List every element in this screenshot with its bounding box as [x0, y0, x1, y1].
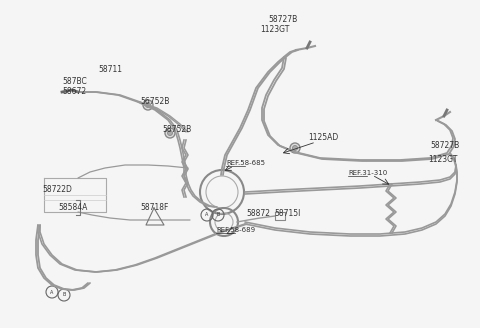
Circle shape: [290, 143, 300, 153]
Text: B: B: [62, 293, 66, 297]
Text: 58715I: 58715I: [274, 209, 300, 217]
Text: A: A: [50, 290, 54, 295]
Text: 58711: 58711: [98, 66, 122, 74]
Text: B: B: [216, 213, 220, 217]
Circle shape: [168, 131, 172, 135]
Text: A: A: [205, 213, 209, 217]
Text: 1125AD: 1125AD: [308, 133, 338, 142]
Text: 58752B: 58752B: [162, 125, 191, 133]
Text: 1123GT: 1123GT: [428, 155, 457, 165]
Text: 58718F: 58718F: [140, 202, 168, 212]
Text: 58727B: 58727B: [430, 141, 459, 151]
Text: 58584A: 58584A: [58, 202, 87, 212]
Text: REF.58-685: REF.58-685: [226, 160, 265, 166]
Circle shape: [145, 102, 151, 108]
Text: REF.58-689: REF.58-689: [216, 227, 255, 233]
Text: 58672: 58672: [62, 87, 86, 95]
Circle shape: [143, 100, 153, 110]
Text: 58872: 58872: [246, 209, 270, 217]
Circle shape: [165, 128, 175, 138]
Text: 56752B: 56752B: [140, 96, 169, 106]
Text: 587BC: 587BC: [62, 77, 87, 87]
Text: 1123GT: 1123GT: [260, 26, 289, 34]
Text: 58722D: 58722D: [42, 186, 72, 195]
Text: REF.31-310: REF.31-310: [348, 170, 387, 176]
Circle shape: [292, 146, 298, 151]
Text: 58727B: 58727B: [268, 15, 297, 25]
